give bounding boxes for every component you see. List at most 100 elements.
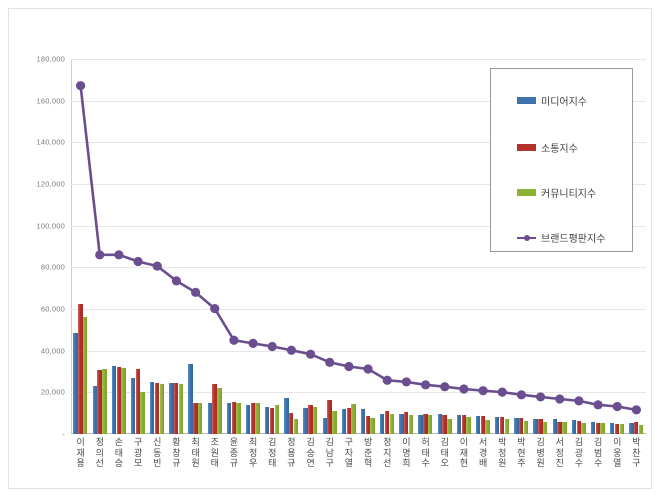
x-axis-category-labels: 이재용 정의선 손태승 구광모 신동빈 황창규 최태원 조원태 윤종규 최정우 김정태 정용규 김승연 김… — [71, 437, 646, 495]
x-axis-category-label: 허태수 — [421, 437, 430, 468]
bar — [116, 366, 121, 434]
bar — [562, 421, 567, 434]
bar-group — [531, 59, 550, 434]
bar — [456, 414, 462, 434]
x-axis-category-label: 정의선 — [95, 437, 104, 468]
bar — [250, 402, 256, 434]
bar-group — [263, 59, 282, 434]
bar — [82, 316, 88, 434]
x-axis-category-label: 박찬구 — [632, 437, 641, 468]
x-axis-category-label: 최정우 — [248, 437, 258, 468]
bar — [346, 408, 351, 434]
x-axis-category-label: 이재용 — [76, 437, 85, 468]
bar-group — [71, 59, 90, 434]
bar — [102, 368, 107, 434]
community-swatch-icon — [517, 189, 536, 196]
bar-group — [378, 59, 397, 434]
bar-group — [339, 59, 358, 434]
legend-label-communication: 소통지수 — [541, 144, 578, 155]
bar-group — [569, 59, 588, 434]
bar — [289, 413, 294, 434]
bar-group — [359, 59, 378, 434]
bar — [557, 421, 562, 434]
bar — [226, 403, 232, 434]
x-axis-category-label: 신동빈 — [153, 437, 162, 468]
x-axis-category-label: 김정태 — [268, 437, 277, 468]
bar — [327, 400, 332, 434]
chart-frame: - 20,000 40,000 60,000 80,000 100,000 120,000 1… — [8, 8, 652, 489]
bar-group — [416, 59, 435, 434]
bar — [485, 419, 490, 434]
y-axis-tick-label: - — [62, 429, 65, 439]
bar — [188, 364, 193, 434]
bar — [408, 415, 414, 434]
bar — [265, 406, 270, 434]
bar — [389, 414, 395, 434]
bar — [404, 412, 409, 434]
x-axis-category-label: 정지선 — [383, 437, 392, 468]
bar-group — [320, 59, 339, 434]
bar — [332, 410, 337, 434]
legend-item-communication: 소통지수 — [517, 140, 578, 155]
bar — [571, 420, 577, 434]
bar — [538, 419, 543, 434]
bar — [78, 303, 83, 434]
legend-label-community: 커뮤니티지수 — [541, 189, 597, 200]
x-axis-category-label: 황창규 — [172, 437, 181, 468]
x-axis-category-label: 김태오 — [440, 437, 449, 468]
bar — [293, 419, 299, 434]
bar — [231, 401, 236, 434]
bar — [600, 423, 605, 434]
x-axis-category-label: 김병원 — [536, 437, 545, 468]
bar — [154, 382, 160, 434]
legend-item-media: 미디어지수 — [517, 93, 587, 108]
bar-group — [282, 59, 301, 434]
bar — [255, 402, 260, 434]
bar — [380, 413, 385, 434]
bar-group — [109, 59, 128, 434]
y-axis-tick-label: 180,000 — [36, 54, 65, 64]
bar-group — [550, 59, 569, 434]
bar-group — [129, 59, 148, 434]
bar — [217, 387, 222, 434]
bar — [178, 383, 184, 434]
bar — [140, 392, 145, 434]
bar — [437, 414, 442, 434]
x-axis-category-label: 서경배 — [478, 437, 488, 468]
brand-reputation-line-swatch-icon — [517, 234, 536, 241]
bar — [303, 407, 308, 434]
bar — [351, 404, 356, 434]
bar — [174, 383, 179, 434]
bar — [212, 384, 217, 434]
bar-group — [148, 59, 167, 434]
bar-group — [589, 59, 608, 434]
bar — [370, 417, 375, 434]
bar-group — [301, 59, 320, 434]
bar — [499, 416, 505, 434]
bar — [519, 417, 524, 434]
x-axis-category-label: 이재현 — [459, 437, 469, 468]
bar — [322, 418, 327, 434]
bar — [274, 404, 280, 434]
bar — [461, 415, 466, 434]
bar — [399, 414, 404, 434]
bar-group — [435, 59, 454, 434]
y-axis-tick-label: 40,000 — [40, 346, 65, 356]
x-axis-category-label: 최태원 — [191, 437, 200, 468]
x-axis-category-label: 구자열 — [344, 437, 354, 468]
legend-label-media: 미디어지수 — [541, 97, 587, 108]
bar — [638, 424, 644, 434]
bar — [97, 370, 102, 434]
media-swatch-icon — [517, 97, 536, 104]
bar — [284, 397, 289, 434]
bar — [169, 383, 174, 434]
bar-group — [167, 59, 186, 434]
bar — [130, 378, 136, 434]
bar-group — [627, 59, 646, 434]
bar — [269, 408, 275, 434]
communication-swatch-icon — [517, 144, 536, 151]
bar-group — [608, 59, 627, 434]
bar — [523, 420, 529, 434]
bar-group — [397, 59, 416, 434]
bar — [590, 422, 596, 434]
